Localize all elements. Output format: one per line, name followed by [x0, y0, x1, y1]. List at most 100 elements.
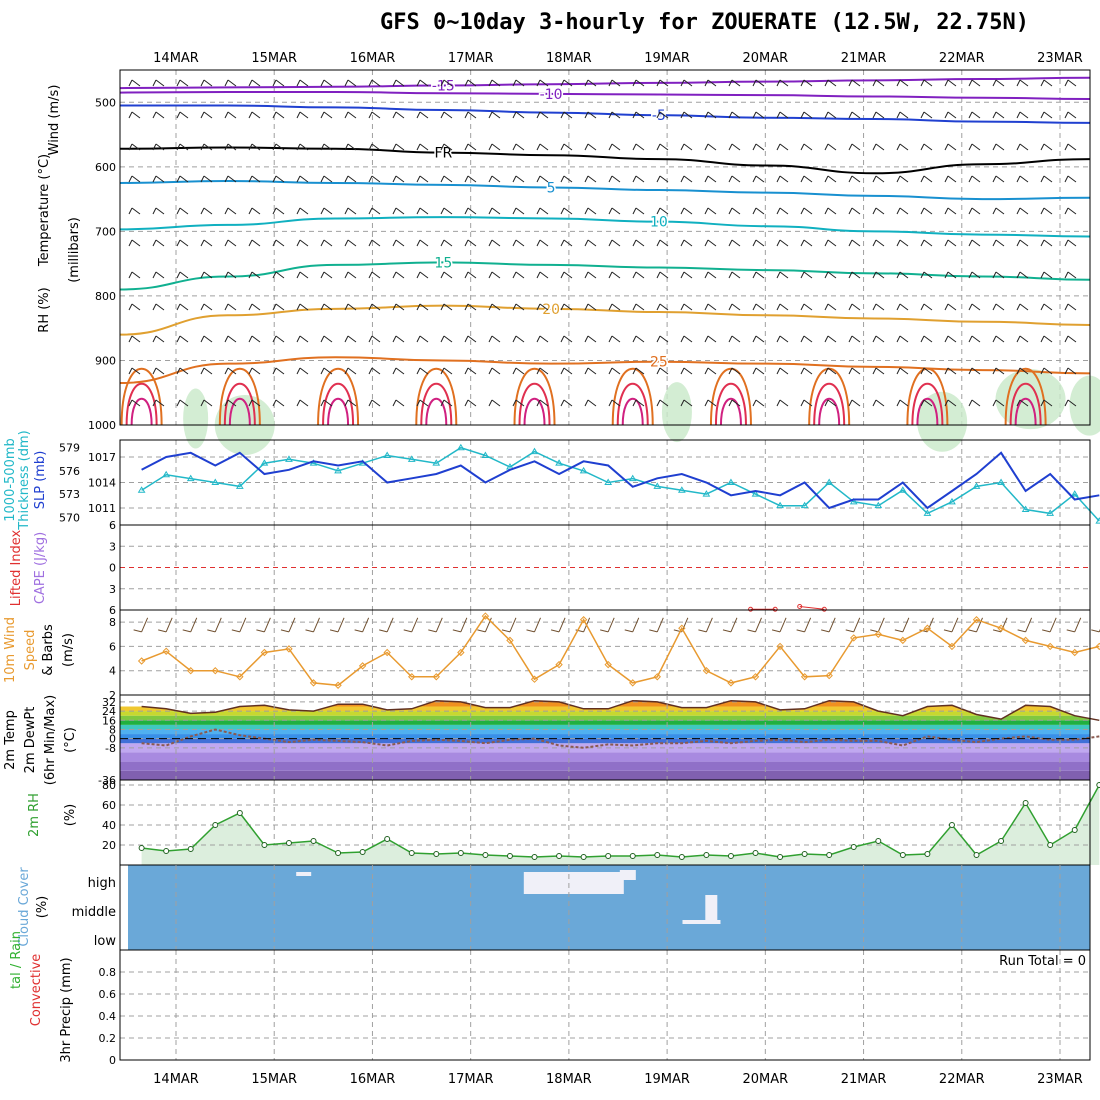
- precip-panel: 0 0.2 0.4 0.6 0.8 Run Total = 0: [99, 949, 1091, 1067]
- wind10m-barb: [821, 617, 836, 633]
- wind10m-marker: [481, 612, 490, 620]
- wind10m-marker: [309, 679, 318, 687]
- wind-barb: [848, 111, 861, 119]
- temp-band: [120, 720, 1090, 725]
- wind-barb: [1064, 399, 1077, 407]
- wind-barb: [512, 399, 525, 407]
- wind-barb: [176, 175, 189, 183]
- wind-barb: [776, 335, 789, 343]
- isotherm--10: [119, 90, 1091, 101]
- wind-barb: [776, 239, 789, 247]
- rh-marker: [187, 846, 194, 852]
- wind-barb: [392, 303, 405, 311]
- wind-barb: [152, 399, 165, 407]
- wind-barb: [512, 207, 525, 215]
- wind10m-barb: [354, 617, 370, 633]
- wind-barb: [968, 111, 981, 119]
- wind-barb: [680, 79, 693, 87]
- wind-barb: [944, 367, 957, 375]
- panel-label: 1000-500mb: [3, 438, 18, 522]
- wind-barb: [992, 303, 1005, 311]
- wind-barb: [176, 79, 189, 87]
- wind-barb: [272, 79, 285, 87]
- rh-marker: [212, 822, 219, 828]
- wind-barb: [344, 239, 357, 247]
- wind-barb: [488, 143, 501, 151]
- wind10m-barb: [943, 617, 959, 633]
- pressure-tick-label: 500: [95, 96, 116, 109]
- wind-barb: [824, 143, 837, 151]
- wind-barb: [176, 399, 189, 407]
- wind-barb: [944, 111, 957, 119]
- wind-barb: [152, 335, 165, 343]
- cloud-clear-patch: [296, 872, 312, 876]
- wind-barb: [920, 335, 933, 343]
- pressure-tick-label: 600: [95, 161, 116, 174]
- thickness-marker: [1095, 517, 1100, 524]
- date-label-bottom: 21MAR: [841, 1072, 887, 1087]
- wind-barb: [968, 79, 981, 87]
- wind-barb: [632, 143, 645, 151]
- cloud-clear-patch: [705, 895, 718, 922]
- wind-barb: [128, 367, 141, 375]
- wind-barb: [416, 335, 429, 343]
- wind-barb: [416, 399, 429, 407]
- wind-barb: [248, 271, 261, 279]
- wind-barb: [440, 335, 453, 343]
- wind-barb: [1016, 399, 1029, 407]
- wind-barb: [944, 79, 957, 87]
- wind-barb: [608, 335, 621, 343]
- wind-barb: [320, 335, 333, 343]
- thickness-marker: [751, 490, 760, 497]
- temp-tick-label: 24: [102, 705, 116, 718]
- wind-barb: [800, 79, 813, 87]
- rh-marker: [1071, 827, 1078, 833]
- thickness-marker: [677, 486, 686, 493]
- wind-barb: [704, 175, 717, 183]
- wind-barb: [152, 79, 165, 87]
- run-total-label: Run Total = 0: [999, 954, 1086, 969]
- wind-barb: [536, 399, 549, 407]
- wind-barb: [224, 239, 237, 247]
- wind-barb: [992, 175, 1005, 183]
- wind10m-marker: [1021, 636, 1030, 645]
- wind-barb: [608, 303, 621, 311]
- wind10m-marker: [506, 636, 514, 645]
- wind-barb: [224, 367, 237, 375]
- boundary-isotherm: [120, 367, 163, 426]
- boundary-isotherm: [911, 382, 944, 426]
- wind-barb: [800, 335, 813, 343]
- panel-label: (%): [63, 804, 78, 827]
- wind-barb: [944, 399, 957, 407]
- wind-barb: [248, 367, 261, 375]
- wind-barb: [296, 207, 309, 215]
- thickness-marker: [186, 474, 195, 482]
- wind-barb: [200, 271, 213, 279]
- wind-barb: [512, 143, 525, 151]
- wind10m-barb: [133, 617, 149, 633]
- rh-marker: [727, 853, 734, 859]
- wind-barb: [464, 79, 477, 87]
- wind-barb: [392, 399, 405, 407]
- thickness-marker: [776, 501, 784, 509]
- wind-barb: [560, 143, 573, 151]
- wind-barb: [368, 239, 381, 247]
- wind-barb: [872, 399, 885, 407]
- thickness-marker: [825, 478, 834, 485]
- wind-barb: [920, 175, 933, 183]
- rh-marker: [1096, 782, 1100, 788]
- wind-barb: [368, 207, 381, 215]
- wind10m-barb: [305, 617, 320, 633]
- wind-barb: [368, 367, 381, 375]
- wind-barb: [800, 111, 813, 119]
- wind-barb: [224, 143, 237, 151]
- wind-barb: [392, 335, 405, 343]
- date-axis-bottom: 14MAR 15MAR 16MAR 17MAR 18MAR 19MAR 20MAR 21MAR…: [153, 1072, 1083, 1087]
- wind-barb: [296, 143, 309, 151]
- wind-barb: [416, 303, 429, 311]
- wind-barb: [1016, 271, 1029, 279]
- cloud-level-label: middle: [72, 905, 116, 920]
